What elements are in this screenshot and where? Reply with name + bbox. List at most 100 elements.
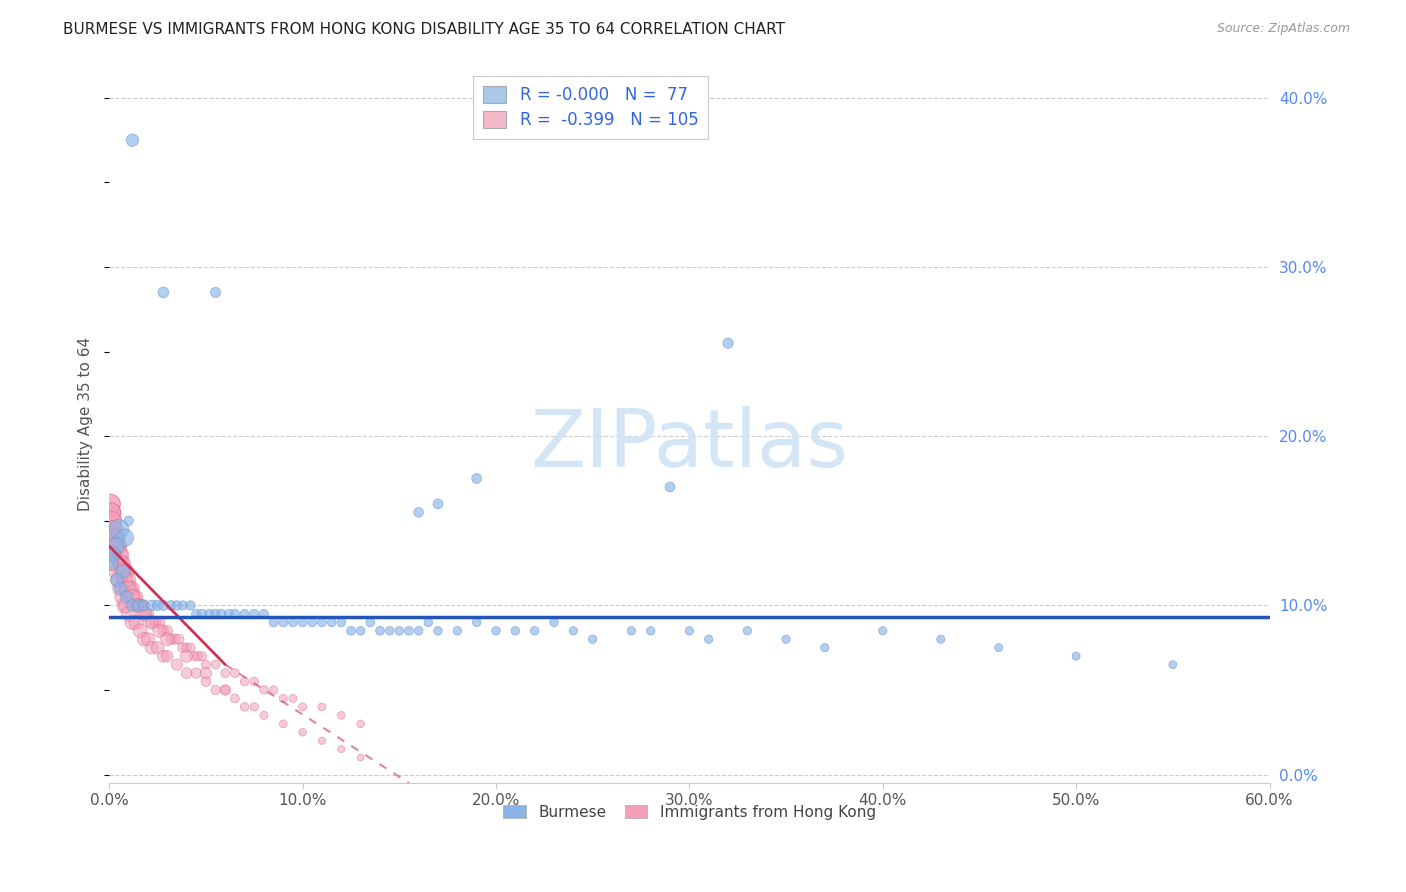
Point xyxy=(146,640,169,655)
Point xyxy=(166,599,188,613)
Point xyxy=(191,649,214,664)
Point xyxy=(243,700,266,714)
Point xyxy=(101,539,124,553)
Point xyxy=(659,480,682,494)
Point xyxy=(101,514,124,528)
Point xyxy=(253,708,276,723)
Point xyxy=(243,607,266,621)
Point xyxy=(224,691,246,706)
Point xyxy=(101,505,124,519)
Point xyxy=(620,624,643,638)
Point xyxy=(253,607,276,621)
Point xyxy=(121,590,143,604)
Point xyxy=(101,548,124,562)
Point xyxy=(291,725,314,739)
Point xyxy=(105,565,128,579)
Point xyxy=(104,539,127,553)
Point xyxy=(191,607,214,621)
Point xyxy=(218,607,240,621)
Point xyxy=(224,607,246,621)
Point xyxy=(156,624,179,638)
Point xyxy=(115,599,138,613)
Point xyxy=(148,624,170,638)
Point xyxy=(101,522,124,536)
Point xyxy=(183,649,205,664)
Point xyxy=(398,624,420,638)
Point xyxy=(121,599,143,613)
Point xyxy=(271,615,294,630)
Point xyxy=(678,624,700,638)
Point xyxy=(330,615,353,630)
Point xyxy=(105,573,128,587)
Point xyxy=(105,531,128,545)
Point xyxy=(125,615,148,630)
Point xyxy=(152,285,174,300)
Point xyxy=(160,599,183,613)
Point xyxy=(204,607,226,621)
Point xyxy=(233,607,256,621)
Point xyxy=(111,556,134,570)
Point xyxy=(330,708,353,723)
Point xyxy=(110,548,132,562)
Point xyxy=(523,624,546,638)
Point xyxy=(243,674,266,689)
Point xyxy=(204,657,226,672)
Point xyxy=(1161,657,1184,672)
Point xyxy=(253,683,276,698)
Point xyxy=(152,624,174,638)
Point xyxy=(127,599,149,613)
Point xyxy=(152,649,174,664)
Point xyxy=(233,674,256,689)
Point xyxy=(214,683,236,698)
Point xyxy=(311,700,333,714)
Point xyxy=(111,565,134,579)
Point xyxy=(160,632,183,647)
Point xyxy=(172,599,194,613)
Point xyxy=(156,649,179,664)
Point xyxy=(717,336,740,351)
Point xyxy=(121,615,143,630)
Point xyxy=(349,624,371,638)
Point xyxy=(640,624,662,638)
Point xyxy=(135,607,157,621)
Point xyxy=(176,649,198,664)
Point xyxy=(349,716,371,731)
Point xyxy=(214,683,236,698)
Point xyxy=(117,514,139,528)
Point xyxy=(120,582,142,596)
Point xyxy=(321,615,343,630)
Point xyxy=(129,599,152,613)
Point xyxy=(132,599,155,613)
Point xyxy=(108,522,131,536)
Point xyxy=(349,750,371,764)
Point xyxy=(408,505,430,519)
Point xyxy=(179,599,201,613)
Point xyxy=(271,716,294,731)
Legend: Burmese, Immigrants from Hong Kong: Burmese, Immigrants from Hong Kong xyxy=(496,798,882,826)
Point xyxy=(418,615,440,630)
Point xyxy=(117,582,139,596)
Point xyxy=(209,607,232,621)
Point xyxy=(172,640,194,655)
Point xyxy=(104,556,127,570)
Point xyxy=(291,700,314,714)
Point xyxy=(100,497,122,511)
Point xyxy=(141,615,163,630)
Point xyxy=(446,624,468,638)
Point xyxy=(311,615,333,630)
Point xyxy=(103,522,125,536)
Point xyxy=(108,539,131,553)
Point xyxy=(697,632,720,647)
Point xyxy=(163,632,186,647)
Point xyxy=(132,607,155,621)
Point xyxy=(111,565,134,579)
Point xyxy=(176,666,198,681)
Point xyxy=(110,556,132,570)
Point xyxy=(465,615,488,630)
Point xyxy=(156,632,179,647)
Point xyxy=(987,640,1010,655)
Point xyxy=(117,573,139,587)
Point xyxy=(145,615,167,630)
Point xyxy=(101,548,124,562)
Point xyxy=(368,624,391,638)
